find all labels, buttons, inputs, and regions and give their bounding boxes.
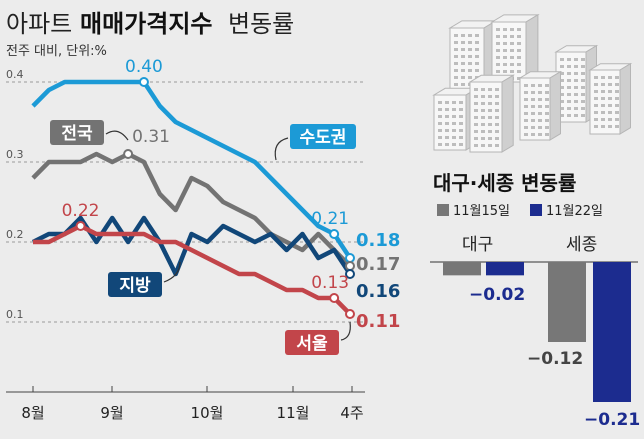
bar-chart: 대구·세종 변동률 11월15일 11월22일 대구 세종 −0.02 −0.1… [430, 171, 640, 430]
tag-national-label: 전국 [61, 124, 93, 144]
end-label: 0.17 [356, 254, 400, 275]
series-line [31, 79, 352, 260]
callout-seoul [340, 321, 351, 341]
tag-sudogwon-label: 수도권 [300, 128, 347, 148]
series-end-marker [345, 253, 355, 263]
tag-sudogwon-box [290, 124, 356, 149]
tag-seoul-box [285, 330, 339, 355]
category-label-daegu: 대구 [462, 235, 493, 255]
x-axis-months: 8월 9월 10월 11월 4주 [21, 386, 364, 422]
y-axis-ticks: 0.4 0.3 0.2 0.1 [6, 68, 24, 321]
label-low-seoul: 0.13 [311, 273, 349, 293]
tag-national-box [50, 120, 104, 145]
series-line [33, 223, 352, 316]
title-part1: 아파트 [6, 10, 72, 38]
x-tick-label: 4주 [340, 404, 363, 422]
tag-seoul-label: 서울 [296, 334, 328, 354]
y-tick-label: 0.4 [6, 68, 24, 81]
label-peak-sudogwon: 0.40 [125, 57, 163, 77]
tag-local-label: 지방 [119, 276, 151, 296]
line-chart: 0.40.30.20.1 8월 9월 10월 11월 4주 0.400.310.22 0.… [6, 57, 400, 422]
end-label: 0.16 [356, 281, 400, 302]
bar [548, 262, 586, 342]
series-line [31, 215, 352, 277]
data-marker [329, 229, 340, 239]
data-marker [123, 149, 134, 159]
legend-swatch-2 [530, 204, 542, 216]
legend-label-2: 11월22일 [546, 204, 603, 219]
callout-national [105, 130, 129, 141]
y-tick-label: 0.3 [6, 148, 24, 161]
series-end-marker [345, 261, 355, 271]
y-tick-label: 0.1 [6, 308, 24, 321]
label-peak-seoul: 0.22 [62, 201, 100, 221]
series-line [31, 151, 352, 268]
data-labels: 0.40 0.31 0.22 0.21 0.13 0.18 0.17 0.16 0.11 [62, 57, 401, 332]
end-label: 0.18 [356, 230, 400, 251]
label-low-sudogwon: 0.21 [311, 209, 349, 229]
bar-value-sejong-nov22: −0.21 [584, 410, 640, 430]
bar-value-sejong-nov15: −0.12 [527, 349, 583, 369]
series-markers [75, 77, 355, 319]
end-label: 0.11 [356, 311, 400, 332]
grid-lines [6, 81, 365, 393]
data-marker [75, 221, 86, 231]
legend-label-1: 11월15일 [453, 204, 510, 219]
callout-sudogwon [274, 137, 289, 161]
label-peak-national: 0.31 [132, 127, 170, 147]
x-tick-label: 9월 [100, 404, 123, 422]
series-end-marker [345, 309, 355, 319]
bar-value-daegu-nov22: −0.02 [469, 285, 525, 305]
bar [486, 262, 524, 276]
bar [443, 262, 481, 276]
bars [443, 262, 631, 402]
data-marker [329, 293, 340, 303]
x-tick-label: 8월 [21, 404, 44, 422]
tag-local-box [108, 272, 162, 297]
subtitle: 전주 대비, 단위:% [6, 44, 107, 59]
bar-chart-title: 대구·세종 변동률 [433, 171, 576, 195]
callout-local [163, 261, 181, 283]
title-part3: 변동률 [228, 10, 294, 38]
legend-swatch-1 [437, 204, 449, 216]
data-marker [138, 77, 149, 87]
title-part2: 매매가격지수 [80, 10, 212, 38]
y-tick-label: 0.2 [6, 228, 24, 241]
x-tick-label: 11월 [277, 404, 310, 422]
bar [593, 262, 631, 402]
apartment-buildings-illustration [432, 13, 633, 153]
series-end-marker [345, 269, 355, 279]
series-lines [31, 79, 352, 316]
x-tick-label: 10월 [191, 404, 224, 422]
category-label-sejong: 세종 [566, 235, 597, 255]
